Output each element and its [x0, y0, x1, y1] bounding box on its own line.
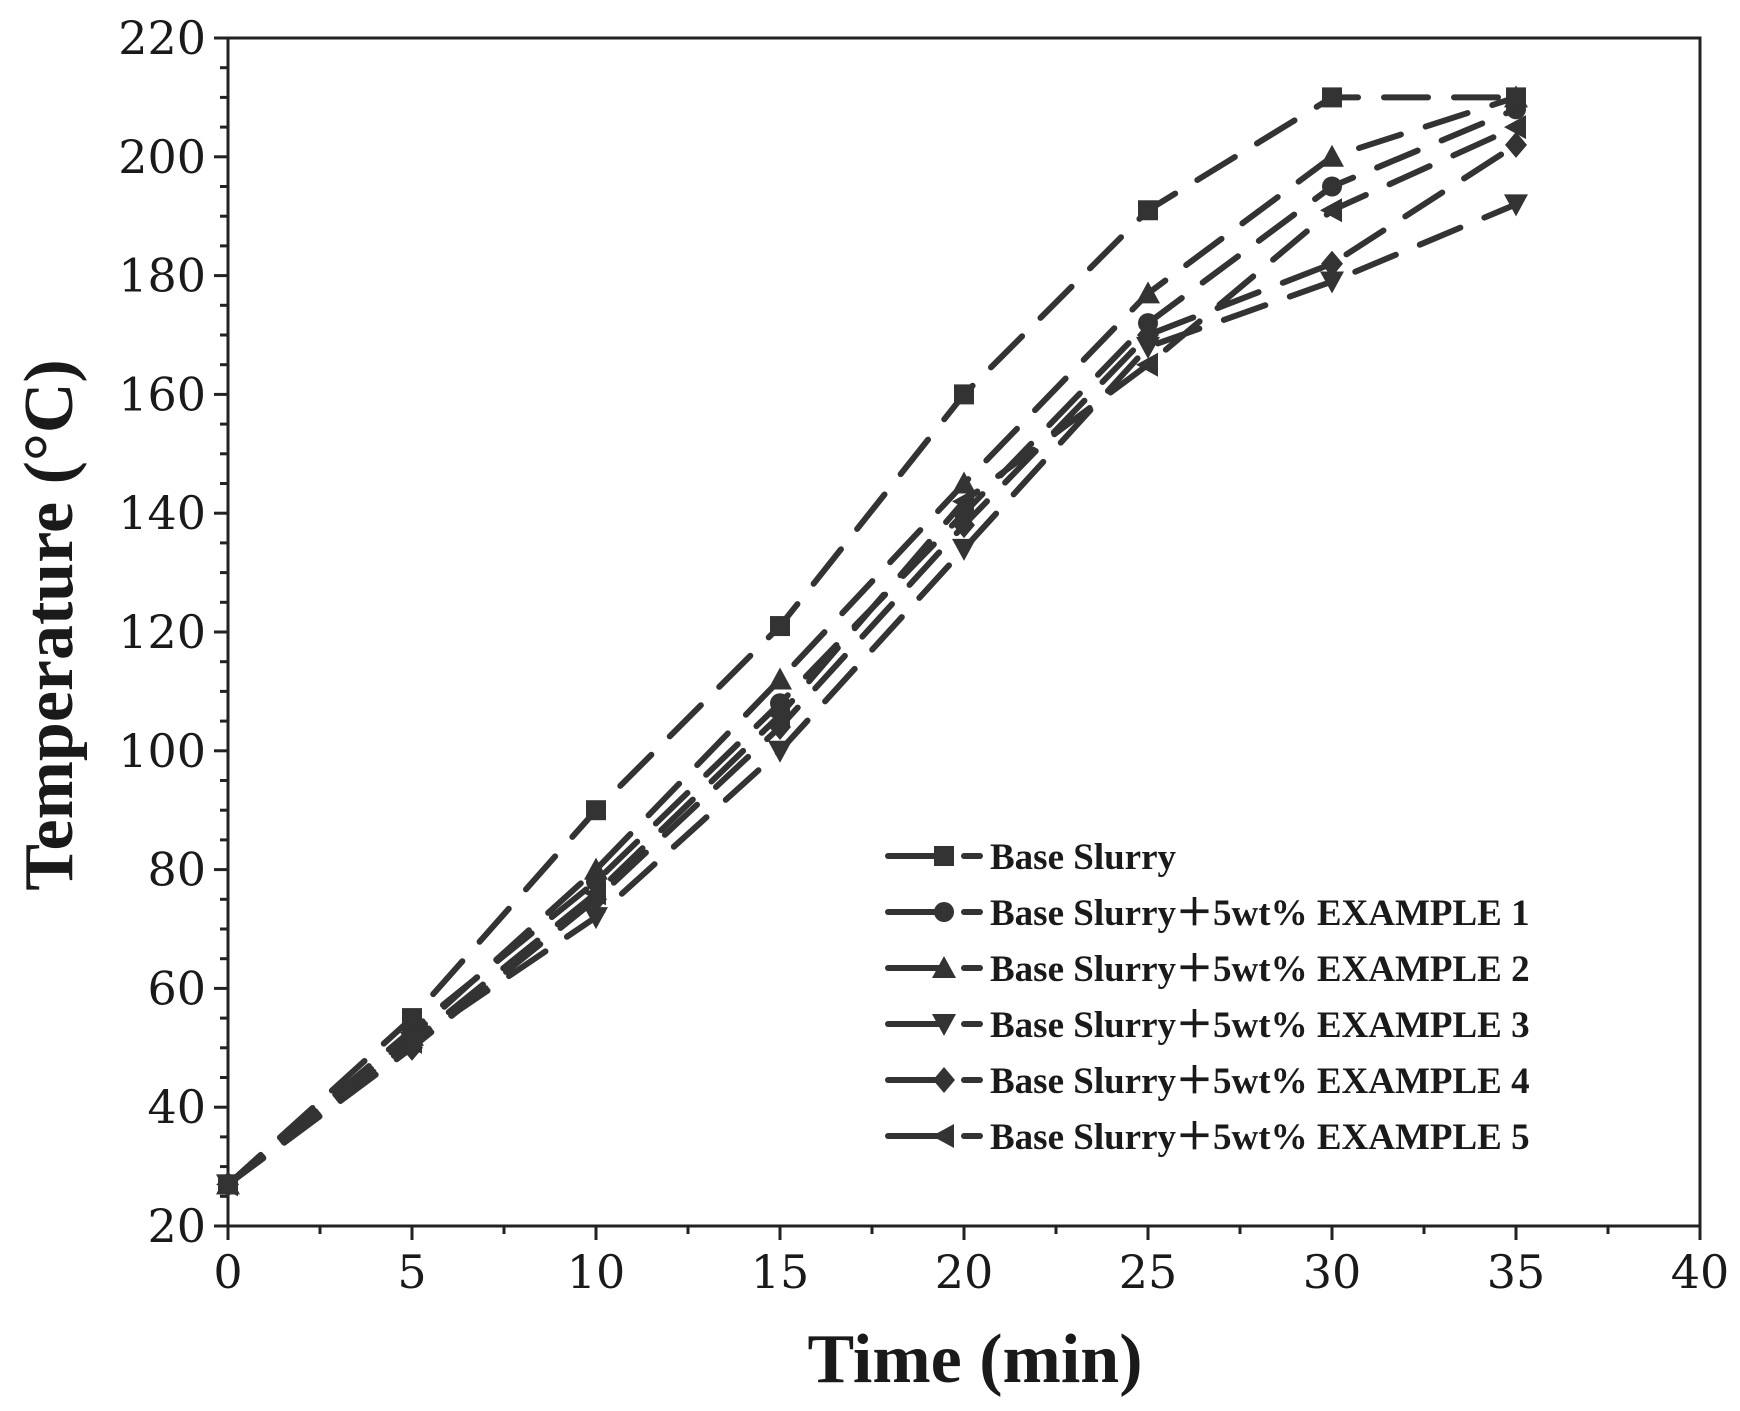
x-tick-label: 5 — [397, 1245, 426, 1299]
legend-item: Base Slurry＋5wt% EXAMPLE 1 — [885, 893, 1530, 934]
data-point — [216, 1172, 238, 1197]
plot-area — [226, 36, 1702, 1228]
data-point — [768, 703, 790, 728]
data-point — [1320, 198, 1342, 223]
x-tick-label: 30 — [1303, 1245, 1362, 1299]
data-point — [953, 512, 975, 539]
y-axis-title: Temperature (°C) — [11, 359, 88, 891]
legend-label: Base Slurry＋5wt% EXAMPLE 4 — [990, 1061, 1530, 1102]
data-point — [1505, 131, 1527, 158]
legend-item: Base Slurry＋5wt% EXAMPLE 4 — [885, 1061, 1530, 1102]
data-point — [584, 881, 606, 906]
legend-marker — [932, 1014, 956, 1036]
data-point — [400, 1029, 422, 1054]
data-point — [586, 800, 606, 821]
legend-label: Base Slurry＋5wt% EXAMPLE 1 — [990, 893, 1530, 934]
legend-marker — [933, 1067, 955, 1093]
data-point — [1504, 194, 1528, 217]
data-point — [1138, 200, 1158, 221]
data-point — [1320, 144, 1344, 167]
data-point — [952, 471, 976, 494]
data-point — [952, 538, 976, 561]
x-axis: 0 5 10 15 20 25 30 35 40 — [213, 1226, 1729, 1299]
legend: Base Slurry Base Slurry＋5wt% EXAMPLE 1 Bas… — [885, 837, 1530, 1158]
data-point — [1322, 87, 1342, 108]
data-point — [1321, 250, 1343, 277]
x-axis-title: Time (min) — [807, 1321, 1142, 1398]
legend-label: Base Slurry — [990, 837, 1177, 878]
y-tick-label: 120 — [118, 605, 206, 659]
y-axis: 20 40 60 80 100 120 140 160 180 200 220 — [118, 11, 228, 1253]
series-line — [225, 94, 1519, 1188]
legend-marker — [932, 956, 956, 978]
data-point — [954, 384, 974, 405]
y-tick-label: 80 — [147, 843, 206, 897]
legend-label: Base Slurry＋5wt% EXAMPLE 3 — [990, 1005, 1530, 1046]
data-point — [1320, 271, 1344, 294]
x-tick-label: 10 — [567, 1245, 626, 1299]
series-line — [225, 124, 1519, 1188]
data-point — [770, 616, 790, 637]
data-point — [768, 740, 792, 763]
x-tick-label: 40 — [1671, 1245, 1730, 1299]
legend-item: Base Slurry＋5wt% EXAMPLE 5 — [885, 1117, 1530, 1158]
y-tick-label: 40 — [147, 1080, 206, 1134]
y-tick-label: 180 — [118, 249, 206, 303]
data-point — [768, 667, 792, 690]
x-tick-label: 15 — [751, 1245, 810, 1299]
series-5 — [216, 115, 1526, 1197]
legend-item: Base Slurry＋5wt% EXAMPLE 3 — [885, 1005, 1530, 1046]
y-tick-label: 60 — [147, 961, 206, 1015]
y-tick-label: 100 — [118, 724, 206, 778]
data-point — [584, 857, 608, 880]
series-line — [225, 94, 1519, 1188]
data-point — [1137, 322, 1159, 348]
x-tick-label: 35 — [1487, 1245, 1546, 1299]
series-line — [225, 141, 1519, 1188]
data-point — [584, 907, 608, 930]
legend-marker — [934, 846, 954, 866]
y-tick-label: 220 — [118, 11, 206, 65]
data-point — [1504, 115, 1526, 140]
legend-marker — [932, 1124, 954, 1148]
y-tick-label: 20 — [147, 1199, 206, 1253]
data-point — [1136, 281, 1160, 304]
x-tick-label: 20 — [935, 1245, 994, 1299]
x-tick-label: 25 — [1119, 1245, 1178, 1299]
series-group — [216, 85, 1528, 1198]
legend-label: Base Slurry＋5wt% EXAMPLE 2 — [990, 949, 1530, 990]
legend-marker — [934, 902, 954, 922]
x-tick-label: 0 — [213, 1245, 242, 1299]
y-tick-label: 140 — [118, 486, 206, 540]
legend-label: Base Slurry＋5wt% EXAMPLE 5 — [990, 1117, 1530, 1158]
data-point — [1322, 176, 1342, 197]
y-tick-label: 200 — [118, 130, 206, 184]
legend-item: Base Slurry — [885, 837, 1177, 878]
y-tick-label: 160 — [118, 367, 206, 421]
data-point — [952, 489, 974, 514]
data-point — [1504, 85, 1528, 108]
legend-item: Base Slurry＋5wt% EXAMPLE 2 — [885, 949, 1530, 990]
series-line — [225, 201, 1519, 1188]
plot-border — [226, 36, 1702, 1228]
data-point — [1136, 352, 1158, 377]
